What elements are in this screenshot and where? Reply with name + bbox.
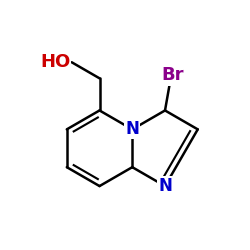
Text: N: N: [125, 120, 139, 138]
Text: N: N: [158, 177, 172, 195]
Text: HO: HO: [40, 53, 70, 71]
Text: Br: Br: [161, 66, 184, 84]
